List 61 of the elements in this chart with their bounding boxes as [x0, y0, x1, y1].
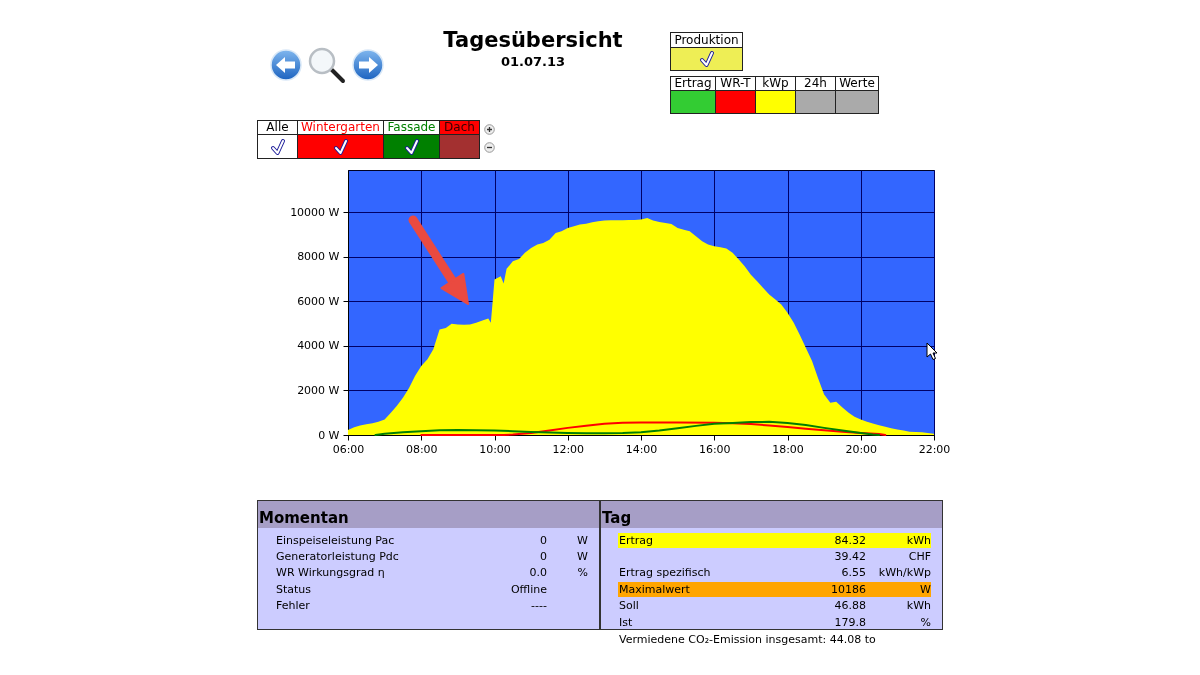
- text: Werte: [838, 76, 876, 90]
- text: Vermiedene CO₂-Emission insgesamt: 44.08 to: [619, 632, 876, 647]
- text: %: [577, 565, 588, 581]
- text: Ertrag: [673, 76, 713, 90]
- x-tick-label: 06:00: [332, 442, 365, 456]
- text: 6.55: [841, 565, 866, 581]
- text: 0: [540, 532, 547, 548]
- x-tick-label: 16:00: [698, 442, 731, 456]
- text: Wintergarten: [300, 120, 381, 134]
- text: Einspeiseleistung Pac: [276, 532, 395, 548]
- text: 179.8: [834, 614, 866, 630]
- text: Ertrag spezifisch: [619, 565, 711, 581]
- text: WR Wirkungsgrad η: [276, 565, 385, 581]
- text: Ertrag: [619, 532, 654, 548]
- line-series: [374, 420, 881, 436]
- text: W: [577, 532, 588, 548]
- text: kWh: [906, 532, 931, 548]
- x-tick-label: 10:00: [479, 442, 511, 456]
- x-tick-label: 14:00: [625, 442, 658, 456]
- x-tick-label: 22:00: [918, 442, 951, 456]
- x-tick-label: 08:00: [405, 442, 438, 456]
- text: Soll: [619, 598, 639, 614]
- text: WR-T: [719, 76, 752, 90]
- y-tick-label: 8000 W: [297, 250, 340, 264]
- text: 84.32: [834, 532, 866, 548]
- text: Tag: [602, 509, 632, 527]
- text: 10186: [831, 581, 866, 597]
- text: CHF: [908, 548, 931, 564]
- text: ----: [531, 598, 547, 614]
- text: kWp: [761, 76, 790, 90]
- text: Ist: [619, 614, 633, 630]
- text: 46.88: [834, 598, 866, 614]
- text: Maximalwert: [619, 581, 690, 597]
- text: Fehler: [276, 598, 310, 614]
- chart-subtitle: 01.07.13: [499, 54, 567, 69]
- line-series: [420, 421, 887, 436]
- text: 0: [540, 548, 547, 564]
- text: 0.0: [529, 565, 547, 581]
- text: Dach: [443, 120, 476, 134]
- y-tick-label: 0 W: [318, 428, 340, 442]
- text: Fassade: [386, 120, 437, 134]
- text: %: [920, 614, 931, 630]
- text: W: [577, 548, 588, 564]
- text: Alle: [265, 120, 290, 134]
- text: kWh/kWp: [878, 565, 931, 581]
- text: Generatorleistung Pdc: [276, 548, 399, 564]
- text: 24h: [803, 76, 828, 90]
- x-tick-label: 20:00: [845, 442, 878, 456]
- x-tick-label: 18:00: [772, 442, 804, 456]
- y-tick-label: 2000 W: [297, 383, 340, 397]
- text: W: [920, 581, 931, 597]
- y-tick-label: 6000 W: [297, 294, 340, 308]
- y-tick-label: 10000 W: [290, 205, 340, 219]
- text: Momentan: [259, 509, 349, 527]
- chart-title: Tagesübersicht: [443, 28, 623, 52]
- text: 39.42: [834, 548, 866, 564]
- text: kWh: [906, 598, 931, 614]
- text: Offline: [510, 581, 547, 597]
- y-tick-label: 4000 W: [297, 339, 340, 353]
- text: Status: [276, 581, 312, 597]
- x-tick-label: 12:00: [552, 442, 585, 456]
